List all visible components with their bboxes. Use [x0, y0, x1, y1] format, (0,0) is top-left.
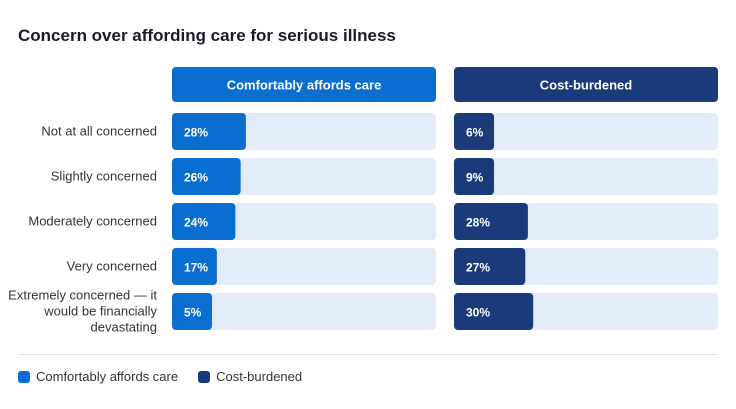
data-label-cost-burdened-4: 27% — [466, 261, 490, 275]
bar-track-cost-burdened-1 — [454, 113, 718, 150]
panel-header-cost-burdened — [454, 67, 718, 102]
category-label-5: Extremely concerned — it would be financi… — [8, 288, 157, 335]
legend-label-cost-burdened: Cost-burdened — [216, 369, 303, 384]
data-label-comfortably-affords-care-3: 24% — [184, 216, 208, 230]
data-label-cost-burdened-2: 9% — [466, 171, 484, 185]
chart-title: Concern over affording care for serious … — [18, 26, 396, 45]
bar-track-comfortably-affords-care-3 — [172, 203, 436, 240]
bar-comfortably-affords-care-5 — [172, 293, 212, 330]
bar-cost-burdened-1 — [454, 113, 494, 150]
legend-swatch-cost-burdened — [198, 370, 211, 383]
legend: Comfortably affords care Cost-burdened — [18, 369, 322, 384]
bar-cost-burdened-4 — [454, 248, 526, 285]
bar-track-comfortably-affords-care-5 — [172, 293, 436, 330]
category-label-4: Very concerned — [67, 259, 157, 274]
legend-item-comfortably-affords: Comfortably affords care — [18, 369, 178, 384]
panel-header-label-cost-burdened: Cost-burdened — [540, 78, 633, 93]
panel-header-comfortably-affords-care — [172, 67, 436, 102]
category-label-3: Moderately concerned — [28, 214, 157, 229]
bar-track-comfortably-affords-care-4 — [172, 248, 436, 285]
category-label-1: Not at all concerned — [41, 124, 157, 139]
bar-comfortably-affords-care-3 — [172, 203, 236, 240]
panel-header-label-comfortably-affords-care: Comfortably affords care — [227, 78, 382, 93]
bar-track-cost-burdened-2 — [454, 158, 718, 195]
bar-comfortably-affords-care-4 — [172, 248, 217, 285]
bar-comfortably-affords-care-1 — [172, 113, 246, 150]
bar-comfortably-affords-care-2 — [172, 158, 241, 195]
data-label-cost-burdened-3: 28% — [466, 216, 490, 230]
legend-divider — [18, 354, 718, 355]
legend-item-cost-burdened: Cost-burdened — [198, 369, 302, 384]
bar-cost-burdened-2 — [454, 158, 494, 195]
legend-label-comfortably-affords: Comfortably affords care — [36, 369, 179, 384]
data-label-cost-burdened-5: 30% — [466, 306, 490, 320]
data-label-comfortably-affords-care-5: 5% — [184, 306, 202, 320]
bar-cost-burdened-3 — [454, 203, 528, 240]
data-label-comfortably-affords-care-1: 28% — [184, 126, 208, 140]
data-label-cost-burdened-1: 6% — [466, 126, 484, 140]
bar-cost-burdened-5 — [454, 293, 534, 330]
data-label-comfortably-affords-care-2: 26% — [184, 171, 208, 185]
legend-swatch-comfortably-affords — [18, 370, 30, 383]
data-label-comfortably-affords-care-4: 17% — [184, 261, 208, 275]
category-label-2: Slightly concerned — [51, 169, 157, 184]
